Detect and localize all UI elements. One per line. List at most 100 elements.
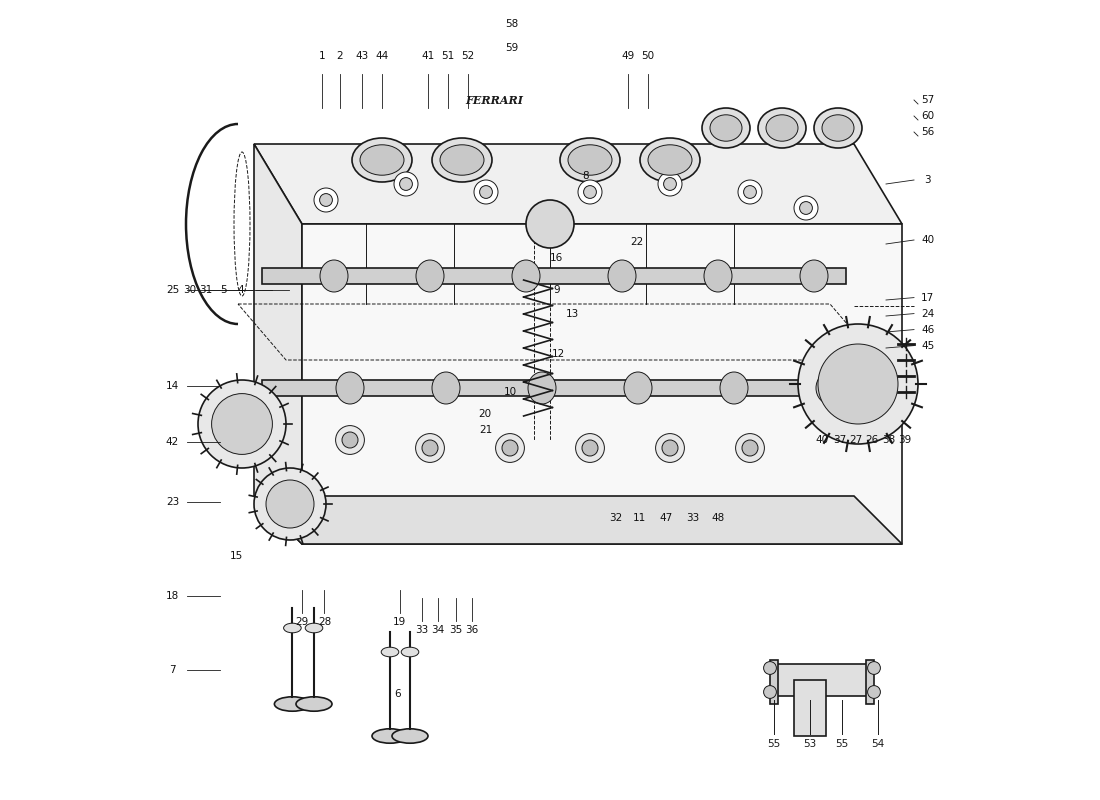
- Circle shape: [211, 394, 273, 454]
- Text: 8: 8: [583, 171, 590, 181]
- Ellipse shape: [402, 647, 419, 657]
- Ellipse shape: [640, 138, 700, 182]
- Ellipse shape: [528, 372, 556, 404]
- Text: 10: 10: [504, 387, 517, 397]
- Ellipse shape: [372, 729, 408, 743]
- Ellipse shape: [814, 108, 862, 148]
- Text: 15: 15: [230, 551, 243, 561]
- Ellipse shape: [704, 260, 732, 292]
- Ellipse shape: [440, 145, 484, 175]
- Ellipse shape: [702, 108, 750, 148]
- Polygon shape: [254, 144, 303, 544]
- Text: FERRARI: FERRARI: [465, 95, 522, 106]
- Circle shape: [254, 468, 326, 540]
- Circle shape: [798, 324, 918, 444]
- Circle shape: [868, 686, 880, 698]
- Ellipse shape: [320, 260, 348, 292]
- Circle shape: [502, 440, 518, 456]
- Ellipse shape: [432, 372, 460, 404]
- Circle shape: [480, 186, 493, 198]
- Circle shape: [744, 186, 757, 198]
- Circle shape: [474, 180, 498, 204]
- Circle shape: [582, 440, 598, 456]
- Ellipse shape: [720, 372, 748, 404]
- Text: 34: 34: [431, 626, 444, 635]
- Ellipse shape: [305, 623, 322, 633]
- Ellipse shape: [710, 114, 742, 141]
- Circle shape: [742, 440, 758, 456]
- Text: 54: 54: [871, 739, 884, 749]
- Text: 2: 2: [337, 51, 343, 61]
- Circle shape: [575, 434, 604, 462]
- Bar: [866, 660, 874, 704]
- Circle shape: [394, 172, 418, 196]
- Text: eurospares: eurospares: [294, 280, 488, 342]
- Ellipse shape: [360, 145, 404, 175]
- Ellipse shape: [800, 260, 828, 292]
- Text: 20: 20: [477, 409, 491, 418]
- Text: 44: 44: [375, 51, 388, 61]
- Text: 17: 17: [921, 293, 934, 302]
- Ellipse shape: [758, 108, 806, 148]
- Text: 19: 19: [393, 618, 406, 627]
- Ellipse shape: [816, 372, 844, 404]
- Text: 7: 7: [169, 666, 176, 675]
- Circle shape: [526, 200, 574, 248]
- Circle shape: [818, 344, 898, 424]
- Text: 42: 42: [166, 437, 179, 446]
- Text: 56: 56: [921, 127, 934, 137]
- Bar: [770, 660, 778, 704]
- Ellipse shape: [336, 372, 364, 404]
- Ellipse shape: [766, 114, 797, 141]
- Circle shape: [663, 178, 676, 190]
- Bar: [774, 664, 870, 696]
- Ellipse shape: [822, 114, 854, 141]
- Text: 12: 12: [551, 349, 564, 358]
- Circle shape: [584, 186, 596, 198]
- Text: 48: 48: [712, 514, 725, 523]
- Circle shape: [422, 440, 438, 456]
- Ellipse shape: [416, 260, 444, 292]
- Ellipse shape: [560, 138, 620, 182]
- Ellipse shape: [382, 647, 399, 657]
- Ellipse shape: [432, 138, 492, 182]
- Text: 1: 1: [319, 51, 326, 61]
- Circle shape: [662, 440, 678, 456]
- Circle shape: [314, 188, 338, 212]
- Circle shape: [763, 662, 777, 674]
- Circle shape: [736, 434, 764, 462]
- Text: 21: 21: [480, 426, 493, 435]
- Text: 53: 53: [803, 739, 816, 749]
- Text: 47: 47: [659, 514, 672, 523]
- Text: 33: 33: [685, 514, 698, 523]
- Text: 22: 22: [630, 237, 644, 246]
- Text: 14: 14: [166, 381, 179, 390]
- Text: 28: 28: [318, 618, 331, 627]
- Text: 36: 36: [465, 626, 478, 635]
- Text: 40: 40: [921, 235, 934, 245]
- Text: 11: 11: [632, 514, 646, 523]
- Ellipse shape: [284, 623, 301, 633]
- Circle shape: [868, 662, 880, 674]
- Text: 49: 49: [621, 51, 635, 61]
- Ellipse shape: [352, 138, 412, 182]
- Text: 40: 40: [815, 435, 828, 445]
- Circle shape: [336, 426, 364, 454]
- Ellipse shape: [624, 372, 652, 404]
- Text: 25: 25: [166, 285, 179, 294]
- Ellipse shape: [274, 697, 310, 711]
- Text: 58: 58: [505, 19, 518, 29]
- Text: 39: 39: [899, 435, 912, 445]
- Text: 6: 6: [395, 690, 402, 699]
- Text: 16: 16: [550, 253, 563, 262]
- Text: 3: 3: [924, 175, 931, 185]
- Text: eurospares: eurospares: [590, 408, 785, 470]
- Text: 9: 9: [553, 285, 560, 294]
- Circle shape: [198, 380, 286, 468]
- Text: 33: 33: [416, 626, 429, 635]
- Text: 57: 57: [921, 95, 934, 105]
- Circle shape: [656, 434, 684, 462]
- Polygon shape: [254, 496, 902, 544]
- Circle shape: [658, 172, 682, 196]
- Circle shape: [496, 434, 525, 462]
